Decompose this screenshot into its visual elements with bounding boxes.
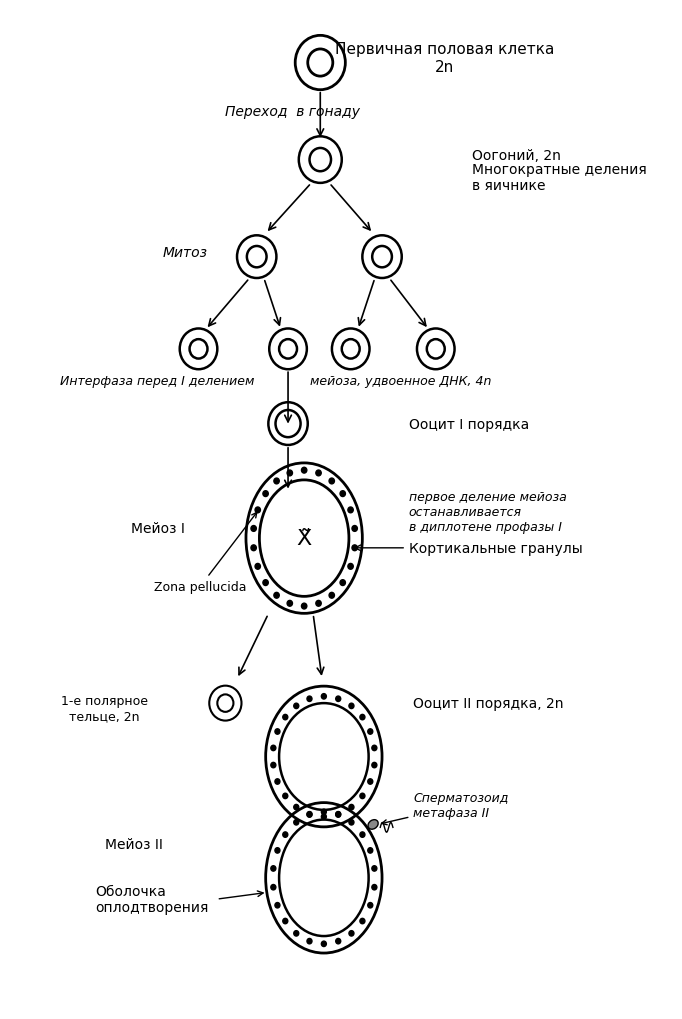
Circle shape [348,564,353,570]
Text: 1-е полярное
тельце, 2n: 1-е полярное тельце, 2n [61,694,148,722]
Circle shape [372,746,377,751]
Circle shape [294,819,299,825]
Circle shape [275,779,280,785]
Circle shape [336,696,341,702]
Text: X̃: X̃ [297,529,312,548]
Circle shape [372,762,377,768]
Text: Мейоз II: Мейоз II [104,837,162,851]
Circle shape [274,593,279,598]
Circle shape [349,819,354,825]
Circle shape [263,491,268,497]
Circle shape [316,471,321,476]
Circle shape [271,762,276,768]
Circle shape [271,884,276,890]
Circle shape [321,694,327,699]
Circle shape [283,833,288,838]
Text: Переход  в гонаду: Переход в гонаду [225,105,360,119]
Text: Ооцит I порядка: Ооцит I порядка [409,417,529,431]
Circle shape [301,468,307,474]
Text: Оогоний, 2n: Оогоний, 2n [471,149,561,163]
Circle shape [294,805,299,810]
Circle shape [321,809,327,815]
Circle shape [372,866,377,871]
Circle shape [316,601,321,606]
Circle shape [360,714,365,720]
Text: мейоза, удвоенное ДНК, 4n: мейоза, удвоенное ДНК, 4n [310,375,492,388]
Circle shape [283,714,288,720]
Text: Многократные деления
в яичнике: Многократные деления в яичнике [471,163,647,193]
Circle shape [283,918,288,924]
Text: первое деление мейоза
останавливается
в диплотене профазы I: первое деление мейоза останавливается в … [409,490,567,533]
Circle shape [336,938,341,944]
Text: Кортикальные гранулы: Кортикальные гранулы [355,541,582,555]
Circle shape [275,848,280,853]
Circle shape [275,729,280,735]
Circle shape [251,545,256,551]
Circle shape [283,794,288,799]
Text: Ооцит II порядка, 2n: Ооцит II порядка, 2n [413,696,564,710]
Text: Интерфаза перед I делением: Интерфаза перед I делением [60,375,254,388]
Circle shape [349,805,354,810]
Text: Zona pellucida: Zona pellucida [153,513,256,593]
Circle shape [360,918,365,924]
Circle shape [352,545,357,551]
Ellipse shape [368,820,378,829]
Circle shape [307,938,312,944]
Circle shape [307,812,312,817]
Circle shape [271,866,276,871]
Circle shape [368,848,373,853]
Circle shape [321,942,327,947]
Circle shape [301,603,307,609]
Circle shape [287,601,293,606]
Text: Сперматозоид
метафаза II: Сперматозоид метафаза II [382,791,509,825]
Text: Первичная половая клетка
2n: Первичная половая клетка 2n [335,43,554,74]
Circle shape [336,812,341,817]
Circle shape [329,479,334,484]
Circle shape [349,930,354,936]
Circle shape [368,903,373,908]
Circle shape [340,580,345,586]
Circle shape [352,526,357,532]
Circle shape [336,812,341,817]
Circle shape [287,471,293,476]
Circle shape [321,814,327,819]
Circle shape [368,779,373,785]
Circle shape [274,479,279,484]
Circle shape [360,794,365,799]
Circle shape [307,696,312,702]
Circle shape [275,903,280,908]
Circle shape [255,564,261,570]
Circle shape [271,746,276,751]
Circle shape [372,884,377,890]
Circle shape [348,507,353,514]
Circle shape [294,930,299,936]
Text: Митоз: Митоз [163,246,208,260]
Circle shape [294,703,299,709]
Text: Оболочка
оплодтворения: Оболочка оплодтворения [95,884,209,914]
Circle shape [251,526,256,532]
Circle shape [368,729,373,735]
Circle shape [263,580,268,586]
Circle shape [349,703,354,709]
Text: Мейоз I: Мейоз I [132,522,186,536]
Circle shape [329,593,334,598]
Circle shape [255,507,261,514]
Circle shape [360,833,365,838]
Circle shape [307,812,312,817]
Circle shape [340,491,345,497]
